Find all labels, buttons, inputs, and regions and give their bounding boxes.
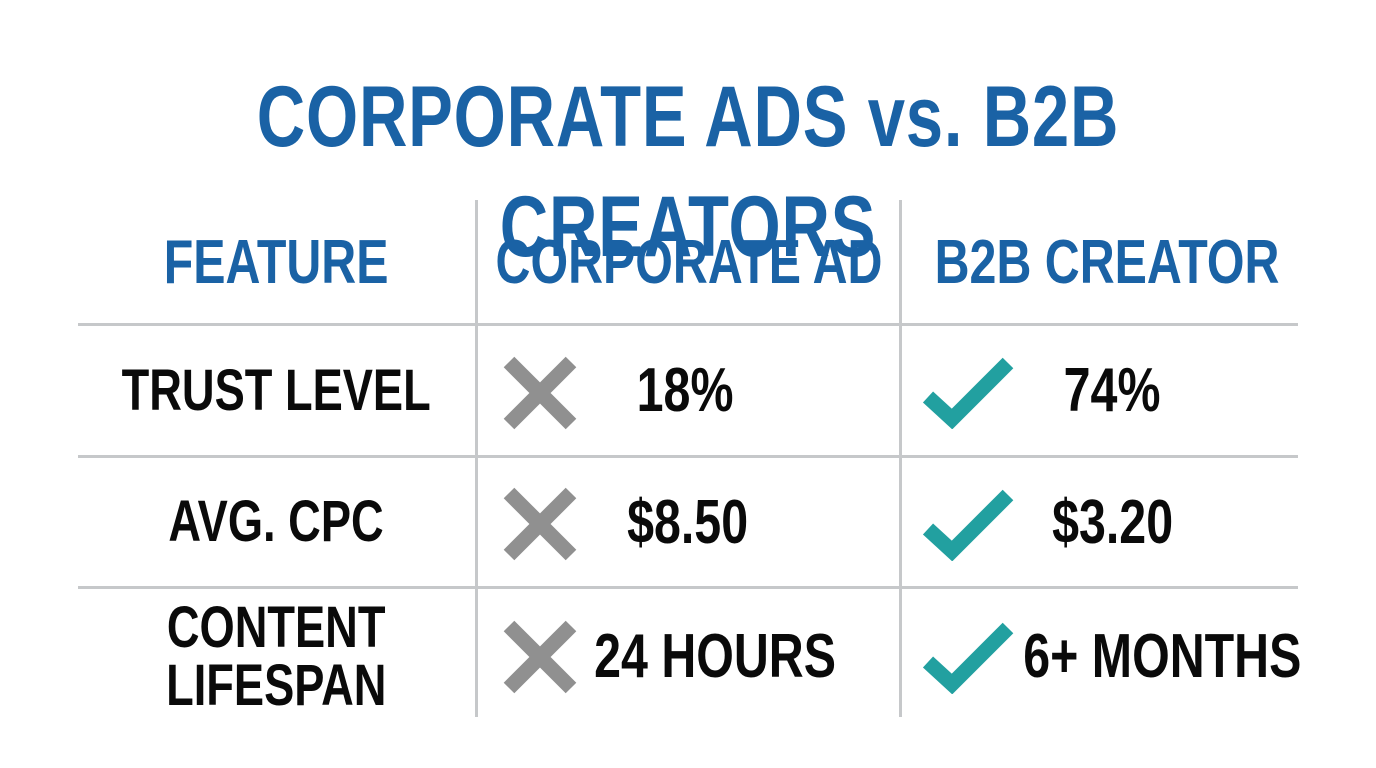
feature-label-line: CONTENT bbox=[167, 594, 386, 660]
divider bbox=[899, 200, 902, 717]
creator-value: $3.20 bbox=[1051, 487, 1174, 557]
creator-value-cell: 6+ MONTHS bbox=[1015, 589, 1310, 724]
corporate-value: $8.50 bbox=[626, 487, 749, 557]
page-title: CORPORATE ADS vs. B2B CREATORS bbox=[256, 69, 1120, 275]
feature-label: TRUST LEVEL bbox=[121, 357, 432, 423]
header-label: B2B CREATOR bbox=[934, 228, 1280, 297]
divider bbox=[475, 200, 478, 717]
corporate-value: 24 HOURS bbox=[594, 622, 836, 691]
corporate-value-cell: 24 HOURS bbox=[585, 589, 845, 724]
feature-cell: CONTENT LIFESPAN bbox=[78, 589, 475, 724]
feature-label-line: LIFESPAN bbox=[166, 652, 387, 718]
header-feature: FEATURE bbox=[78, 205, 475, 320]
creator-value: 6+ MONTHS bbox=[1023, 622, 1302, 691]
divider bbox=[78, 586, 1298, 589]
feature-cell: TRUST LEVEL bbox=[78, 326, 475, 455]
creator-value-cell: 74% bbox=[1030, 326, 1195, 455]
header-corporate-ad: CORPORATE AD bbox=[478, 205, 899, 320]
feature-label: AVG. CPC bbox=[168, 489, 385, 554]
creator-value: 74% bbox=[1064, 356, 1161, 425]
divider bbox=[78, 323, 1298, 326]
feature-cell: AVG. CPC bbox=[78, 458, 475, 586]
check-icon bbox=[922, 489, 1014, 561]
cross-icon bbox=[503, 356, 577, 430]
creator-value-cell: $3.20 bbox=[1020, 458, 1205, 586]
check-icon bbox=[922, 357, 1014, 429]
cross-icon bbox=[503, 487, 577, 561]
cross-icon bbox=[503, 620, 577, 694]
header-b2b-creator: B2B CREATOR bbox=[902, 205, 1312, 320]
check-icon bbox=[922, 622, 1014, 694]
corporate-value-cell: 18% bbox=[600, 326, 770, 455]
divider bbox=[78, 455, 1298, 458]
corporate-value: 18% bbox=[636, 356, 734, 425]
header-label: FEATURE bbox=[164, 228, 389, 297]
header-label: CORPORATE AD bbox=[495, 228, 882, 297]
corporate-value-cell: $8.50 bbox=[595, 458, 780, 586]
